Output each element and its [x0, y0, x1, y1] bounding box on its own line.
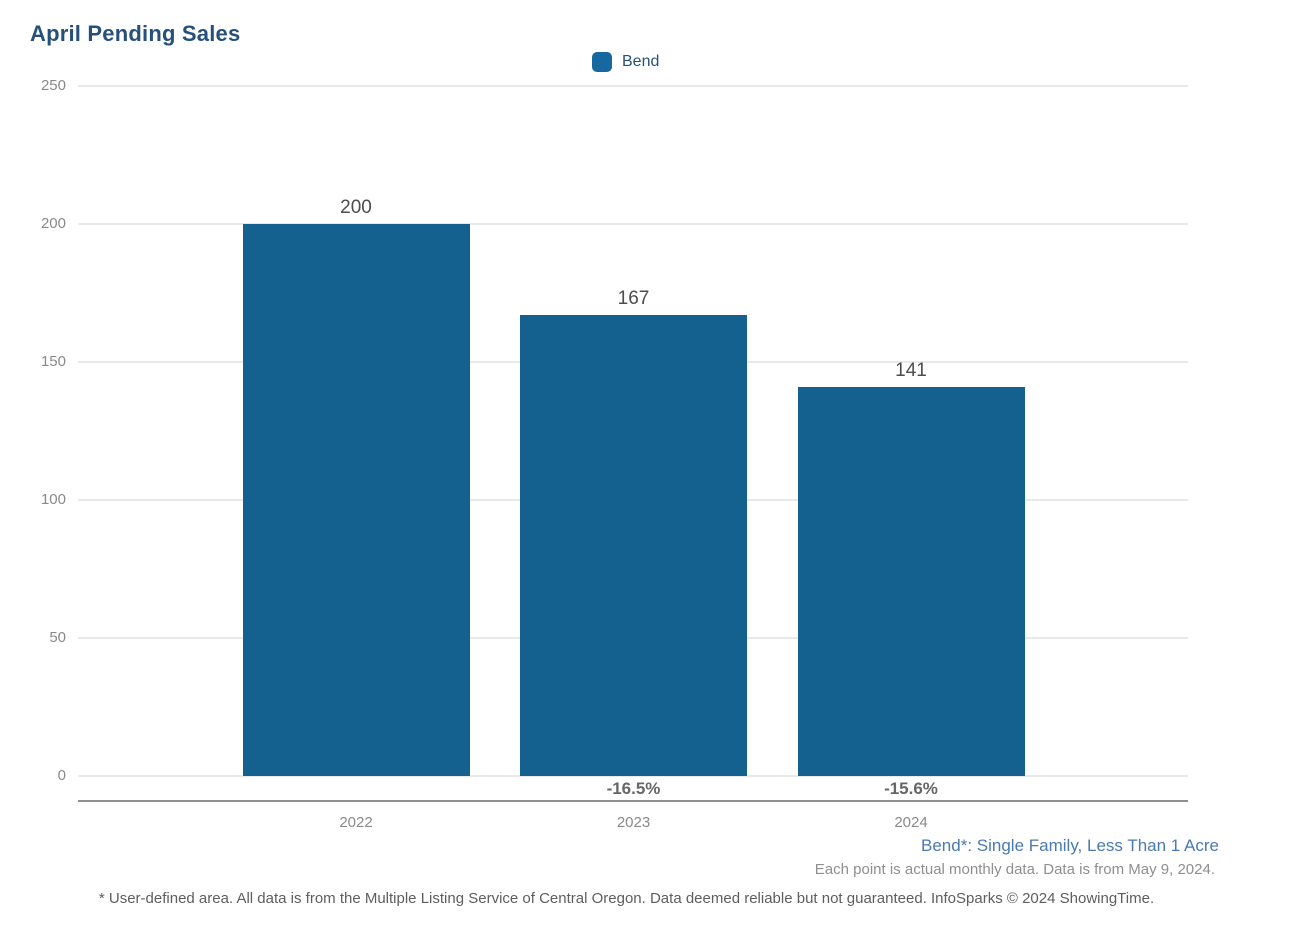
y-axis-tick-label: 200 — [40, 215, 66, 232]
gridline — [78, 775, 1188, 777]
bar-value-label: 141 — [895, 359, 927, 381]
gridline — [78, 85, 1188, 87]
legend-swatch-icon — [592, 52, 612, 72]
x-axis-tick-label: 2024 — [894, 814, 928, 831]
y-axis-tick-label: 150 — [40, 353, 66, 370]
bar-2022 — [242, 224, 470, 776]
x-axis-line — [78, 800, 1188, 802]
bar-2023 — [520, 315, 747, 776]
bar-2024 — [797, 386, 1025, 776]
page-title: April Pending Sales — [30, 21, 241, 46]
x-axis-tick-label: 2022 — [339, 814, 373, 831]
bar-change-label: -16.5% — [606, 779, 661, 798]
y-axis-tick-label: 250 — [40, 77, 66, 94]
disclaimer: * User-defined area. All data is from th… — [98, 890, 1155, 907]
y-axis-tick-label: 50 — [49, 629, 66, 646]
bar-value-label: 167 — [617, 288, 650, 310]
legend-label: Bend — [622, 53, 660, 70]
bar-change-label: -15.6% — [884, 779, 938, 798]
gridline — [78, 223, 1188, 225]
series-footnote: Bend*: Single Family, Less Than 1 Acre — [921, 836, 1219, 855]
y-axis-tick-label: 100 — [40, 491, 66, 508]
data-footnote: Each point is actual monthly data. Data … — [814, 861, 1215, 878]
x-axis-tick-label: 2023 — [616, 814, 651, 831]
y-axis-tick-label: 0 — [57, 767, 66, 784]
bar-value-label: 200 — [340, 197, 372, 218]
legend: Bend — [592, 52, 659, 72]
